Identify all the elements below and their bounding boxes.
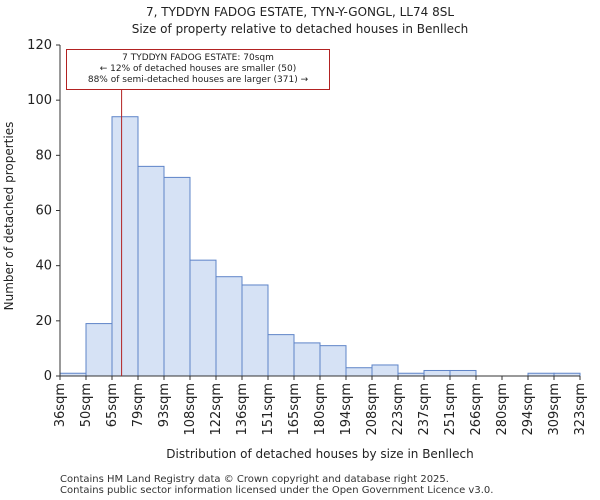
x-tick-label: 208sqm [365, 383, 380, 436]
histogram-bar [111, 116, 139, 377]
x-tick-label: 223sqm [391, 383, 406, 436]
y-tick-label: 100 [27, 93, 52, 108]
x-tick-label: 309sqm [547, 383, 562, 436]
histogram-bar [423, 369, 451, 377]
x-tick-label: 266sqm [469, 383, 484, 436]
histogram-bar [371, 364, 399, 377]
x-tick-label: 136sqm [235, 383, 250, 436]
histogram-bar [345, 367, 373, 377]
x-tick-label: 36sqm [53, 383, 68, 427]
histogram-bar [319, 345, 347, 377]
x-tick-label: 323sqm [573, 383, 588, 436]
x-tick-label: 65sqm [105, 383, 120, 427]
chart-title: 7, TYDDYN FADOG ESTATE, TYN-Y-GONGL, LL7… [145, 5, 455, 19]
histogram-bar [449, 369, 477, 377]
y-axis-title: Number of detached properties [2, 122, 16, 311]
x-tick-label: 50sqm [79, 383, 94, 427]
footer-line-2: Contains public sector information licen… [60, 485, 494, 496]
x-tick-label: 165sqm [287, 383, 302, 436]
histogram-bar [267, 334, 295, 377]
histogram-bar [163, 176, 191, 377]
x-tick-label: 122sqm [209, 383, 224, 436]
x-tick-label: 180sqm [313, 383, 328, 436]
y-tick-label: 80 [35, 148, 52, 163]
histogram-bar [241, 284, 269, 377]
x-tick-label: 251sqm [443, 383, 458, 436]
annotation-line-3: 88% of semi-detached houses are larger (… [87, 75, 309, 85]
histogram-bar [293, 342, 321, 377]
x-tick-label: 237sqm [417, 383, 432, 436]
histogram-bar [85, 323, 113, 377]
x-axis-title: Distribution of detached houses by size … [166, 447, 473, 461]
y-tick-label: 0 [44, 369, 52, 384]
footer-line-1: Contains HM Land Registry data © Crown c… [60, 474, 449, 485]
y-tick-label: 60 [35, 204, 52, 219]
histogram-bar [215, 276, 243, 377]
y-tick-label: 40 [35, 259, 52, 274]
x-tick-label: 108sqm [183, 383, 198, 436]
histogram-bar [137, 165, 165, 377]
x-tick-label: 79sqm [131, 383, 146, 427]
annotation-line-1: 7 TYDDYN FADOG ESTATE: 70sqm [122, 53, 274, 63]
x-tick-label: 151sqm [261, 383, 276, 436]
histogram-bar [189, 259, 217, 377]
x-tick-label: 194sqm [339, 383, 354, 436]
x-tick-label: 280sqm [495, 383, 510, 436]
y-tick-label: 120 [27, 38, 52, 53]
chart-subtitle: Size of property relative to detached ho… [131, 22, 469, 36]
y-tick-label: 20 [35, 314, 52, 329]
annotation-box: 7 TYDDYN FADOG ESTATE: 70sqm ← 12% of de… [66, 49, 330, 90]
x-tick-label: 294sqm [521, 383, 536, 436]
x-tick-label: 93sqm [157, 383, 172, 427]
annotation-line-2: ← 12% of detached houses are smaller (50… [99, 64, 297, 74]
